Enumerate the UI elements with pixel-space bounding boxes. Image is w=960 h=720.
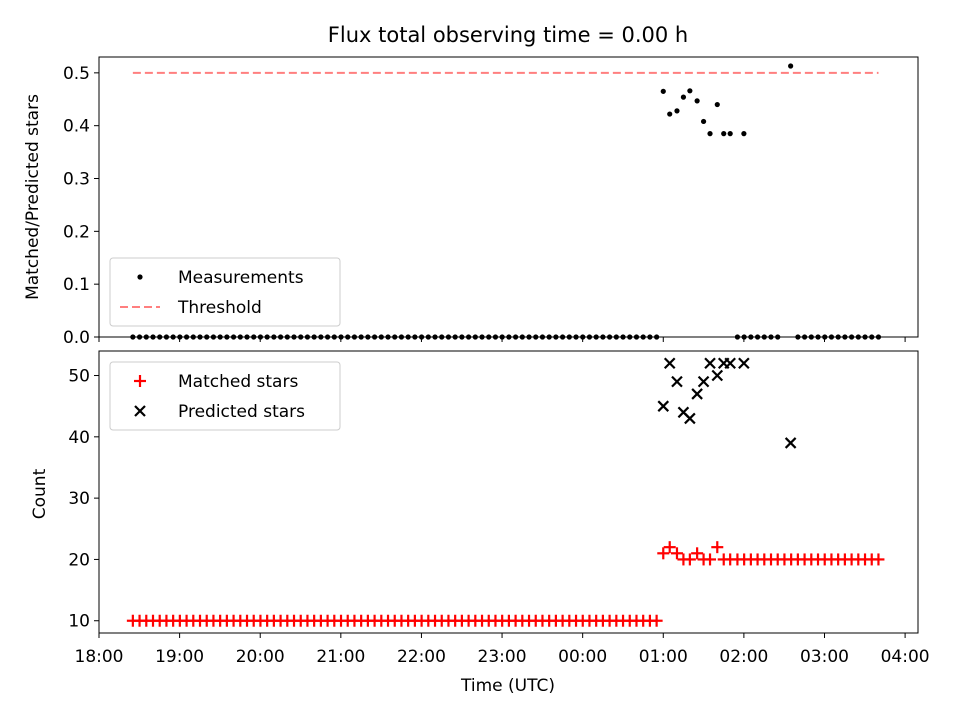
measurement-point	[707, 131, 713, 137]
predicted-star-point	[784, 437, 797, 449]
top-y-tick-label: 0.1	[63, 275, 90, 295]
top-y-tick-label: 0.3	[63, 170, 90, 190]
x-tick-label: 19:00	[155, 647, 204, 667]
top-y-tick-label: 0.2	[63, 222, 90, 242]
top-y-tick-label: 0.5	[63, 64, 90, 84]
legend-label: Measurements	[178, 268, 304, 288]
top-plot-area: 0.0 0.1 0.2 0.3 0.4 0.5	[63, 63, 906, 348]
matched-star-point	[657, 547, 670, 560]
x-tick-label: 01:00	[639, 647, 688, 667]
x-tick-label: 22:00	[397, 647, 446, 667]
matched-star-point	[691, 547, 704, 560]
bottom-series-matched-stars	[126, 541, 885, 627]
top-y-axis-label: Matched/Predicted stars	[23, 94, 43, 300]
predicted-star-point	[704, 357, 716, 370]
bottom-y-tick-label: 30	[68, 489, 90, 509]
x-tick-label: 20:00	[236, 647, 285, 667]
bottom-series-predicted-stars	[657, 357, 797, 449]
matched-star-point	[650, 614, 663, 627]
measurement-point	[714, 101, 720, 108]
bottom-y-tick-label: 20	[68, 550, 90, 570]
predicted-star-point	[697, 375, 710, 388]
bottom-y-tick-label: 10	[68, 612, 90, 632]
legend-predicted-stars-swatch	[134, 405, 146, 417]
legend-label: Matched stars	[178, 372, 298, 392]
predicted-star-point	[663, 357, 676, 370]
x-tick-label: 21:00	[316, 647, 365, 667]
x-tick-label: 02:00	[719, 647, 768, 667]
measurement-point	[700, 118, 707, 125]
top-legend: Measurements Threshold	[109, 257, 341, 327]
bottom-y-tick-label: 40	[68, 428, 90, 448]
top-y-tick-label: 0.0	[63, 328, 90, 348]
x-tick-label: 00:00	[558, 647, 607, 667]
chart-title: Flux total observing time = 0.00 h	[328, 23, 688, 47]
top-series-measurements	[130, 63, 882, 340]
measurement-point	[674, 108, 680, 114]
bottom-y-axis-label: Count	[30, 468, 50, 519]
x-tick-label: 18:00	[75, 647, 124, 667]
measurement-point	[741, 131, 747, 137]
measurement-point	[788, 63, 794, 69]
predicted-star-point	[738, 357, 750, 370]
bottom-legend-frame	[109, 361, 341, 431]
top-panel: 0.0 0.1 0.2 0.3 0.4 0.5 Matched/Predicted sta…	[23, 56, 919, 348]
bottom-legend: Matched stars Predicted stars	[109, 361, 341, 431]
matched-star-point	[663, 541, 676, 554]
predicted-star-point	[684, 412, 696, 425]
measurement-point	[667, 111, 673, 117]
x-tick-label: 03:00	[800, 647, 849, 667]
predicted-star-point	[671, 375, 683, 388]
legend-label: Threshold	[177, 298, 262, 318]
predicted-star-point	[724, 357, 736, 370]
bottom-plot-area: 10 20 30 40 50 18:00 19:00 20:00 21:00 22:00 23:00…	[68, 357, 930, 667]
bottom-y-tick-label: 50	[68, 367, 90, 387]
measurement-point	[694, 98, 700, 104]
top-legend-frame	[109, 257, 341, 327]
legend-label: Predicted stars	[178, 402, 305, 422]
legend-matched-stars-swatch	[134, 375, 146, 387]
predicted-star-point	[711, 369, 724, 382]
matched-star-point	[872, 553, 885, 566]
top-axes-frame	[98, 56, 919, 338]
measurement-point	[680, 94, 687, 100]
x-axis-label: Time (UTC)	[460, 676, 555, 696]
measurement-point	[727, 131, 733, 137]
measurement-point	[687, 88, 693, 94]
measurement-point	[721, 131, 727, 137]
matched-star-point	[670, 547, 683, 560]
x-tick-label: 04:00	[881, 647, 930, 667]
matched-star-point	[724, 553, 737, 566]
predicted-star-point	[657, 400, 670, 412]
top-y-tick-label: 0.4	[63, 117, 90, 137]
predicted-star-point	[691, 388, 703, 400]
matched-star-point	[704, 553, 717, 566]
matched-star-point	[711, 541, 724, 554]
measurement-point	[660, 88, 666, 94]
bottom-panel: 10 20 30 40 50 18:00 19:00 20:00 21:00 22:00 23:00…	[30, 350, 930, 696]
legend-measurements-swatch	[137, 274, 143, 280]
x-tick-label: 23:00	[478, 647, 527, 667]
bottom-axes-frame	[98, 350, 919, 634]
matched-star-point	[683, 553, 696, 566]
